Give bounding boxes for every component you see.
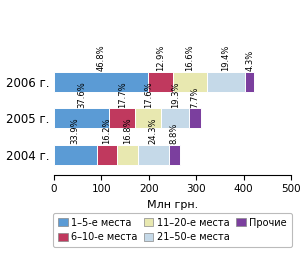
Bar (148, 72, 173, 92)
Bar (207, 72, 245, 92)
Bar (109, 108, 135, 128)
Bar (245, 72, 254, 92)
Text: 12.9%: 12.9% (156, 45, 165, 71)
Text: 24.3%: 24.3% (149, 117, 158, 144)
X-axis label: Млн грн.: Млн грн. (147, 200, 198, 210)
Bar (97, 145, 117, 165)
Text: 16.8%: 16.8% (123, 117, 132, 144)
Text: 16.6%: 16.6% (185, 45, 194, 71)
Bar (54, 108, 109, 128)
Bar (54, 72, 148, 92)
Bar (138, 145, 169, 165)
Text: 7.7%: 7.7% (190, 86, 200, 108)
Bar (135, 108, 161, 128)
Bar (117, 145, 138, 165)
Text: 17.6%: 17.6% (144, 81, 153, 108)
Bar (161, 108, 190, 128)
Text: 17.7%: 17.7% (118, 81, 127, 108)
Text: 4.3%: 4.3% (245, 50, 254, 71)
Text: 19.4%: 19.4% (221, 45, 230, 71)
Bar (54, 145, 97, 165)
Text: 8.8%: 8.8% (169, 123, 178, 144)
Text: 37.6%: 37.6% (77, 81, 86, 108)
Text: 33.9%: 33.9% (71, 117, 80, 144)
Text: 46.8%: 46.8% (96, 45, 105, 71)
Text: 19.3%: 19.3% (171, 81, 180, 108)
Text: 16.2%: 16.2% (102, 117, 111, 144)
Bar (173, 72, 207, 92)
Bar (190, 108, 201, 128)
Legend: 1–5-е места, 6–10-е места, 11–20-е места, 21–50-е места, Прочие: 1–5-е места, 6–10-е места, 11–20-е места… (53, 213, 292, 247)
Bar (169, 145, 180, 165)
